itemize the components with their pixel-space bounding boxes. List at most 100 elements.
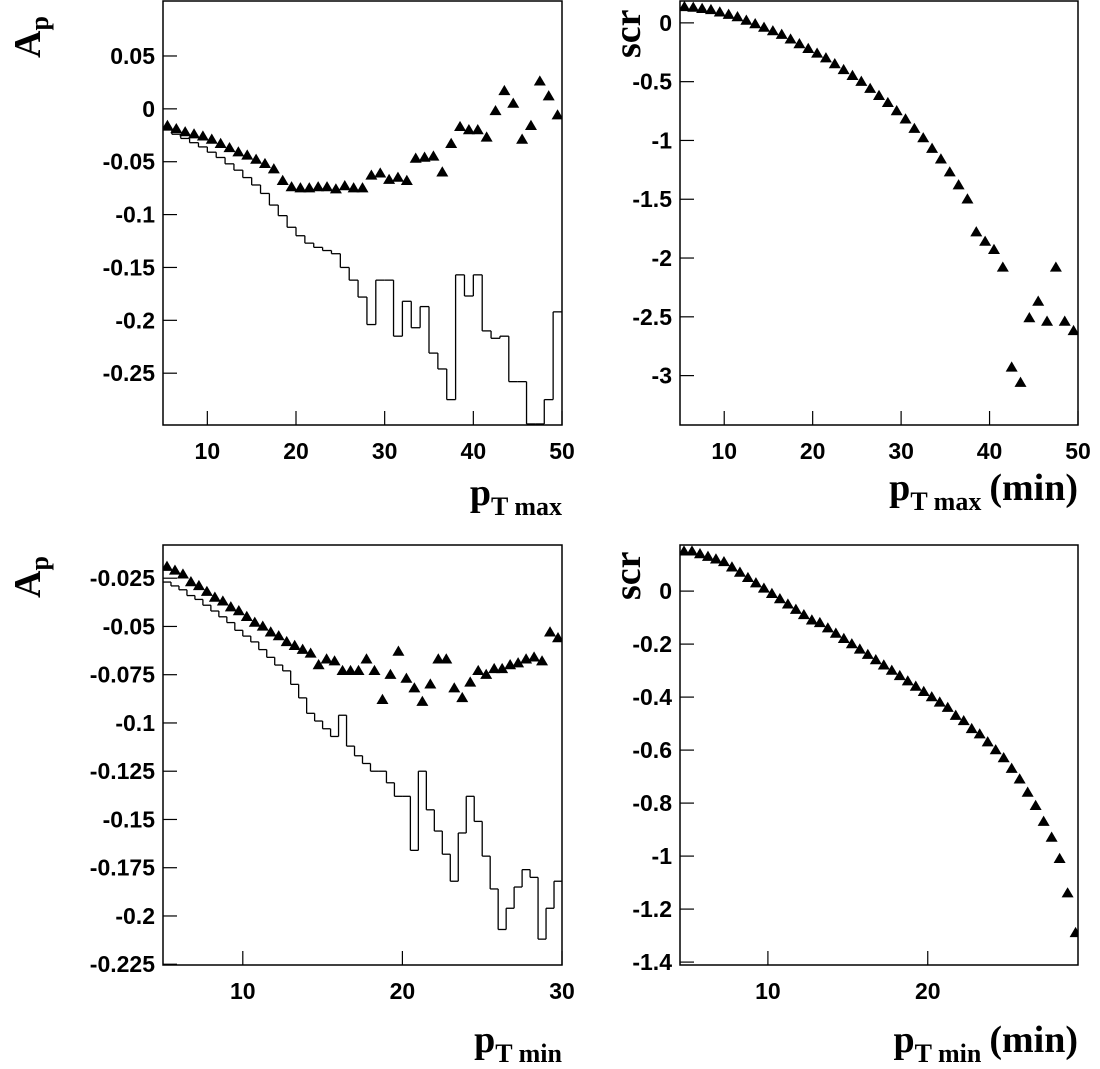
y-tick-label: -0.075 xyxy=(90,662,155,688)
marker xyxy=(312,659,325,670)
y-axis-title-main: A xyxy=(7,30,49,58)
marker xyxy=(943,166,956,177)
marker xyxy=(285,181,298,192)
marker xyxy=(802,42,815,53)
marker xyxy=(837,63,850,75)
y-tick-label: -0.15 xyxy=(103,254,156,280)
marker xyxy=(528,651,541,662)
marker xyxy=(933,696,946,707)
marker xyxy=(961,193,974,204)
marker xyxy=(881,96,894,108)
marker xyxy=(329,183,342,194)
y-tick-label: 0.05 xyxy=(110,43,155,69)
x-tick-label: 50 xyxy=(549,438,575,464)
x-tick-label: 10 xyxy=(711,438,737,464)
frame xyxy=(679,0,1079,426)
marker xyxy=(890,105,903,116)
y-tick-label: -0.25 xyxy=(103,360,156,386)
marker xyxy=(264,626,277,637)
marker xyxy=(280,635,293,647)
y-axis-title-main: A xyxy=(7,570,49,598)
marker xyxy=(989,744,1002,755)
marker xyxy=(701,550,714,561)
marker xyxy=(861,648,874,659)
y-tick-label: -0.05 xyxy=(103,613,156,639)
marker xyxy=(713,6,726,17)
marker xyxy=(899,113,912,124)
x-tick-label: 40 xyxy=(461,438,487,464)
marker xyxy=(853,643,866,654)
marker xyxy=(1023,312,1036,323)
marker xyxy=(740,14,753,25)
marker xyxy=(731,10,744,22)
marker xyxy=(409,152,422,163)
marker xyxy=(303,182,316,193)
y-tick-label: -0.2 xyxy=(115,903,155,929)
marker xyxy=(432,653,445,664)
marker xyxy=(338,180,351,191)
marker xyxy=(214,137,227,148)
marker xyxy=(811,47,824,58)
marker xyxy=(321,181,334,192)
marker xyxy=(216,595,229,606)
marker xyxy=(533,75,546,86)
x-tick-label: 20 xyxy=(915,978,941,1004)
marker xyxy=(312,181,325,192)
marker xyxy=(223,141,236,153)
marker xyxy=(917,685,930,697)
y-tick-label: -3 xyxy=(652,363,672,389)
marker xyxy=(288,639,301,650)
marker xyxy=(845,638,858,649)
x-tick-label: 10 xyxy=(195,438,221,464)
marker xyxy=(360,653,373,664)
marker xyxy=(376,693,389,704)
marker xyxy=(224,601,237,612)
marker xyxy=(941,701,954,712)
y-tick-label: -0.5 xyxy=(632,69,672,95)
marker xyxy=(869,654,882,665)
marker xyxy=(749,577,762,588)
marker xyxy=(448,682,461,693)
frame xyxy=(162,0,563,426)
marker xyxy=(356,182,369,193)
y-tick-label: -1.4 xyxy=(632,949,672,975)
plot-area xyxy=(163,560,562,940)
x-axis-title-main: p xyxy=(893,1019,914,1061)
y-tick-label: -0.6 xyxy=(632,737,672,763)
y-tick-label: -0.025 xyxy=(90,565,155,591)
marker xyxy=(1032,295,1045,306)
marker xyxy=(208,591,221,602)
x-axis-title-sub: T max xyxy=(910,487,981,516)
marker xyxy=(374,167,387,178)
marker xyxy=(758,21,771,32)
marker xyxy=(1014,376,1027,387)
marker xyxy=(344,664,357,676)
marker xyxy=(498,84,511,96)
marker xyxy=(462,123,475,135)
frame xyxy=(679,544,1079,966)
marker xyxy=(775,28,788,39)
x-tick-label: 10 xyxy=(230,978,256,1004)
marker xyxy=(885,664,898,675)
y-tick-label: -0.225 xyxy=(90,951,155,977)
marker xyxy=(952,179,965,190)
panel: 10 20 30 40 50 -0.25 -0.2 -0.15 -0.1 -0.05 0 0.05 Ap… xyxy=(7,0,575,521)
marker xyxy=(717,555,730,567)
marker xyxy=(909,680,922,691)
plot-area xyxy=(163,75,562,425)
marker xyxy=(472,664,485,676)
marker xyxy=(507,97,520,108)
y-tick-label: 0 xyxy=(659,10,672,36)
marker xyxy=(741,571,754,583)
marker xyxy=(813,616,826,628)
marker xyxy=(544,626,557,637)
marker xyxy=(925,691,938,702)
x-axis-title: pT max (min) xyxy=(889,467,1078,516)
marker xyxy=(1013,773,1026,784)
marker xyxy=(901,675,914,686)
marker xyxy=(877,659,890,670)
x-tick-label: 40 xyxy=(977,438,1003,464)
x-axis-title-sub: T min xyxy=(495,1039,562,1068)
marker xyxy=(454,120,467,132)
x-axis-title-main: p xyxy=(470,472,491,514)
